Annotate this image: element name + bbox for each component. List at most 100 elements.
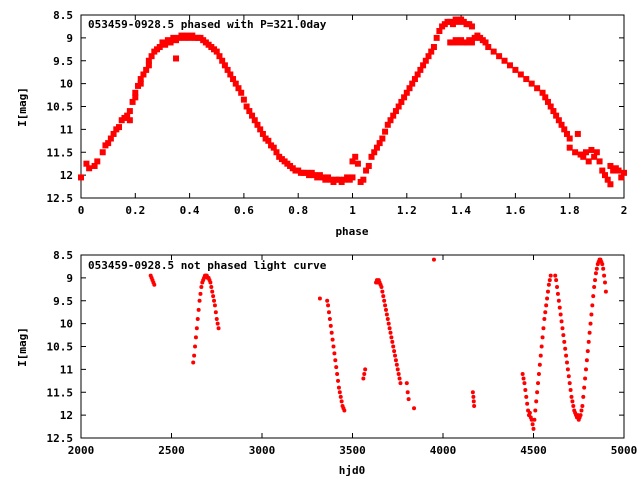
data-point xyxy=(568,387,573,392)
data-point xyxy=(566,144,573,151)
data-point xyxy=(389,335,394,340)
x-tick-label: 1.2 xyxy=(397,204,417,217)
data-point xyxy=(145,57,152,64)
data-point xyxy=(406,85,413,92)
data-point xyxy=(230,76,237,83)
data-point xyxy=(593,271,598,276)
data-point xyxy=(482,39,489,46)
data-point xyxy=(379,135,386,142)
x-tick-label: 3000 xyxy=(249,444,276,457)
data-point xyxy=(381,294,386,299)
data-point xyxy=(173,55,180,62)
data-point xyxy=(404,381,409,386)
data-point xyxy=(485,44,492,51)
x-tick-label: 0.2 xyxy=(125,204,145,217)
data-point xyxy=(391,344,396,349)
data-point xyxy=(116,124,123,131)
data-point xyxy=(140,71,147,78)
y-tick-label: 9 xyxy=(66,32,73,45)
data-point xyxy=(405,390,410,395)
data-point xyxy=(396,371,401,376)
data-point xyxy=(579,408,584,413)
y-tick-label: 8.5 xyxy=(53,249,73,262)
data-point xyxy=(394,362,399,367)
data-point xyxy=(216,326,221,331)
data-point xyxy=(385,317,390,322)
data-point xyxy=(383,307,388,312)
data-point xyxy=(339,399,344,404)
data-point xyxy=(403,89,410,96)
data-point xyxy=(195,317,200,322)
data-point xyxy=(382,128,389,135)
data-point xyxy=(329,330,334,335)
data-point xyxy=(569,394,574,399)
data-point xyxy=(414,71,421,78)
data-point xyxy=(585,158,592,165)
data-point xyxy=(546,282,551,287)
data-point xyxy=(600,262,605,267)
data-point xyxy=(156,44,163,51)
data-point xyxy=(392,108,399,115)
data-point xyxy=(558,121,565,128)
data-point xyxy=(536,371,541,376)
data-point xyxy=(550,108,557,115)
data-point xyxy=(384,312,389,317)
data-point xyxy=(589,312,594,317)
data-point xyxy=(557,305,562,310)
data-point xyxy=(582,149,589,156)
x-axis-label: hjd0 xyxy=(339,464,366,477)
data-point xyxy=(517,71,524,78)
data-point xyxy=(129,98,136,105)
data-point xyxy=(406,397,411,402)
data-point xyxy=(542,94,549,101)
data-point xyxy=(395,367,400,372)
data-point xyxy=(86,165,93,172)
data-point xyxy=(371,149,378,156)
data-points xyxy=(148,257,608,431)
data-point xyxy=(336,385,341,390)
data-point xyxy=(540,335,545,340)
data-point xyxy=(238,89,245,96)
x-tick-label: 0.4 xyxy=(180,204,200,217)
data-point xyxy=(137,80,144,87)
data-point xyxy=(388,330,393,335)
y-tick-label: 10.5 xyxy=(47,341,74,354)
data-point xyxy=(227,71,234,78)
y-tick-label: 11 xyxy=(60,123,74,136)
data-point xyxy=(470,390,475,395)
y-tick-label: 9.5 xyxy=(53,55,73,68)
data-point xyxy=(615,167,622,174)
data-point xyxy=(525,401,530,406)
data-point xyxy=(433,34,440,41)
data-point xyxy=(326,303,331,308)
data-point xyxy=(211,294,216,299)
data-point xyxy=(398,381,403,386)
x-axis-label: phase xyxy=(335,225,368,238)
y-axis-label: I[mag] xyxy=(16,327,29,367)
x-tick-label: 5000 xyxy=(611,444,638,457)
data-point xyxy=(328,323,333,328)
data-point xyxy=(349,174,356,181)
data-point xyxy=(162,41,169,48)
chart-title: 053459-0928.5 not phased light curve xyxy=(88,259,327,272)
data-point xyxy=(521,376,526,381)
data-point xyxy=(527,410,532,415)
data-point xyxy=(337,390,342,395)
data-point xyxy=(332,351,337,356)
data-point xyxy=(523,387,528,392)
data-point xyxy=(335,371,340,376)
data-point xyxy=(257,126,264,133)
data-point xyxy=(212,298,217,303)
data-point xyxy=(572,149,579,156)
data-point xyxy=(584,358,589,363)
data-point xyxy=(430,44,437,51)
data-point xyxy=(167,39,174,46)
data-point xyxy=(490,48,497,55)
data-point xyxy=(148,53,155,60)
data-point xyxy=(210,289,215,294)
data-point xyxy=(548,273,553,278)
data-point xyxy=(224,66,231,73)
data-point xyxy=(533,408,538,413)
data-point xyxy=(333,358,338,363)
data-point xyxy=(216,53,223,60)
